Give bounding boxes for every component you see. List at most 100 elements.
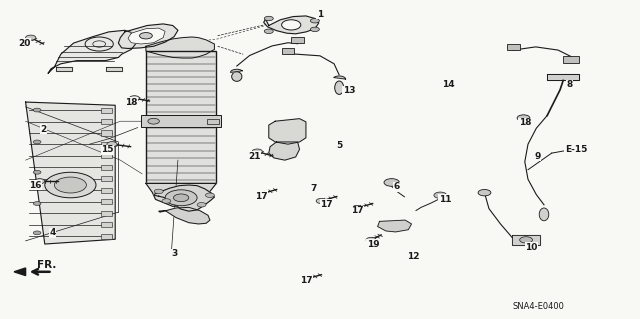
Bar: [291, 37, 304, 43]
Circle shape: [45, 172, 96, 198]
Polygon shape: [128, 28, 165, 44]
Circle shape: [301, 277, 311, 282]
Bar: [207, 119, 219, 124]
Circle shape: [352, 205, 362, 211]
Text: 1: 1: [317, 10, 323, 19]
Bar: [101, 199, 112, 204]
Circle shape: [33, 202, 41, 205]
Polygon shape: [56, 67, 72, 71]
Text: 4: 4: [49, 228, 56, 237]
Text: 19: 19: [367, 240, 380, 249]
Bar: [101, 234, 112, 239]
Text: FR.: FR.: [37, 260, 56, 270]
Circle shape: [252, 149, 262, 154]
Circle shape: [316, 198, 326, 204]
Circle shape: [520, 237, 532, 243]
Polygon shape: [378, 220, 412, 232]
Bar: [101, 108, 112, 113]
Circle shape: [162, 199, 171, 203]
Circle shape: [54, 177, 86, 193]
Text: 9: 9: [534, 152, 541, 161]
Polygon shape: [264, 16, 319, 34]
Circle shape: [434, 192, 447, 198]
Circle shape: [256, 191, 266, 197]
Text: 6: 6: [394, 182, 400, 191]
Circle shape: [384, 179, 399, 186]
Bar: [101, 211, 112, 216]
Polygon shape: [26, 102, 115, 244]
Text: 2: 2: [40, 125, 47, 134]
Circle shape: [107, 142, 117, 147]
Ellipse shape: [232, 72, 242, 81]
Polygon shape: [547, 74, 579, 80]
Circle shape: [154, 189, 163, 194]
Polygon shape: [154, 185, 214, 211]
Text: 14: 14: [442, 80, 454, 89]
Text: 10: 10: [525, 243, 538, 252]
Circle shape: [517, 115, 530, 121]
Text: 17: 17: [351, 206, 364, 215]
Bar: [146, 51, 216, 183]
Polygon shape: [512, 235, 540, 245]
Text: 8: 8: [566, 80, 573, 89]
Bar: [101, 222, 112, 227]
Circle shape: [33, 170, 41, 174]
Polygon shape: [48, 30, 138, 73]
Circle shape: [173, 194, 189, 202]
Bar: [101, 119, 112, 124]
Bar: [101, 153, 112, 159]
Text: 18: 18: [125, 98, 138, 107]
Circle shape: [478, 189, 491, 196]
Polygon shape: [333, 76, 346, 79]
Polygon shape: [106, 67, 122, 71]
Bar: [563, 56, 579, 63]
Bar: [101, 130, 112, 136]
Bar: [141, 115, 221, 127]
Circle shape: [33, 140, 41, 144]
Text: SNA4-E0400: SNA4-E0400: [513, 302, 565, 311]
Circle shape: [26, 35, 36, 40]
Bar: [507, 44, 520, 50]
Polygon shape: [269, 142, 300, 160]
Polygon shape: [146, 37, 214, 58]
Bar: [101, 142, 112, 147]
Ellipse shape: [282, 20, 301, 30]
Text: 13: 13: [342, 86, 355, 95]
Circle shape: [129, 96, 140, 101]
Bar: [101, 188, 112, 193]
Circle shape: [264, 29, 273, 33]
Circle shape: [310, 19, 319, 23]
Text: 7: 7: [310, 184, 317, 193]
Text: 17: 17: [320, 200, 333, 209]
Circle shape: [310, 27, 319, 32]
Ellipse shape: [335, 81, 344, 94]
Bar: [101, 165, 112, 170]
Polygon shape: [159, 207, 210, 224]
Polygon shape: [14, 268, 26, 276]
Circle shape: [197, 203, 206, 207]
Circle shape: [264, 16, 273, 21]
Circle shape: [140, 33, 152, 39]
Text: 17: 17: [300, 276, 312, 285]
Circle shape: [205, 193, 214, 197]
Circle shape: [165, 190, 197, 206]
Text: 12: 12: [406, 252, 419, 261]
Circle shape: [33, 231, 41, 235]
Polygon shape: [146, 183, 216, 206]
Text: 20: 20: [18, 39, 31, 48]
Bar: [101, 176, 112, 181]
Polygon shape: [230, 69, 243, 72]
Circle shape: [366, 237, 376, 242]
Bar: [282, 48, 294, 54]
Text: 5: 5: [336, 141, 342, 150]
Text: 11: 11: [438, 195, 451, 204]
Text: 18: 18: [518, 118, 531, 127]
Text: 3: 3: [171, 249, 177, 258]
Polygon shape: [269, 119, 306, 144]
Circle shape: [33, 108, 41, 112]
Text: E-15: E-15: [565, 145, 587, 154]
Polygon shape: [118, 24, 178, 48]
Ellipse shape: [540, 208, 548, 221]
Text: 15: 15: [101, 145, 114, 154]
Circle shape: [35, 179, 45, 184]
